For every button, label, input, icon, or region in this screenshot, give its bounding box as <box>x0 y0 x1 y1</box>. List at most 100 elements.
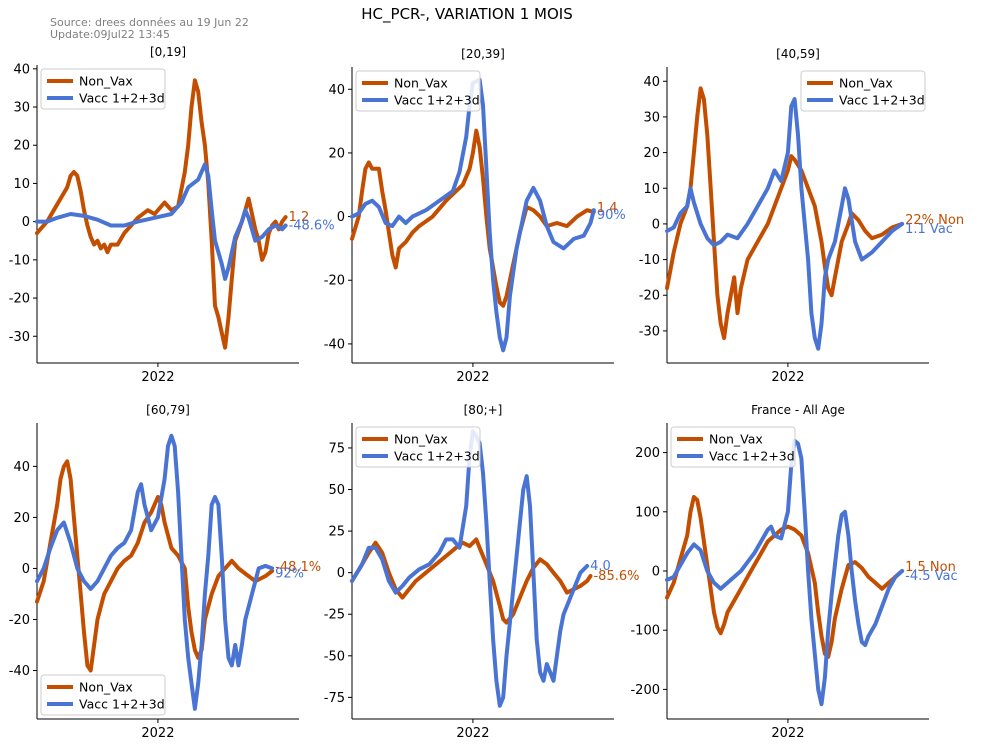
series-line-non_vax <box>350 128 596 308</box>
y-tick-label: 30 <box>13 101 30 116</box>
panel-title: [20,39] <box>461 47 505 61</box>
end-label-vacc: 4.0 <box>590 559 611 574</box>
y-tick-label: -30 <box>9 330 30 345</box>
chart-panel-5: [80;+] -75 -50 -25 0 25 50 75 2022 -85.6%4.0 Non_V… <box>324 403 640 741</box>
end-label-vacc: 1.1 Vac <box>905 222 953 237</box>
y-tick-label: 40 <box>13 460 30 475</box>
legend: Non_Vax Vacc 1+2+3d <box>40 68 166 110</box>
y-tick-label: 20 <box>13 139 30 154</box>
legend-label-non_vax: Non_Vax <box>839 76 893 91</box>
legend: Non_Vax Vacc 1+2+3d <box>40 674 166 716</box>
x-tick-label: 2022 <box>771 726 804 741</box>
panel-title: France - All Age <box>751 403 845 417</box>
end-label-vacc: -4.5 Vac <box>905 569 958 584</box>
x-tick-label: 2022 <box>141 726 174 741</box>
y-tick-label: 100 <box>635 505 660 520</box>
legend-label-non_vax: Non_Vax <box>79 680 133 695</box>
legend-label-vacc: Vacc 1+2+3d <box>79 697 165 712</box>
y-tick-label: -75 <box>324 691 345 706</box>
legend-label-vacc: Vacc 1+2+3d <box>79 91 165 106</box>
series-line-vacc <box>350 429 590 708</box>
series-line-vacc <box>665 438 905 707</box>
legend-label-vacc: Vacc 1+2+3d <box>394 449 480 464</box>
legend-label-non_vax: Non_Vax <box>394 432 448 447</box>
y-tick-label: 20 <box>328 146 345 161</box>
end-label-vacc: 90% <box>597 208 626 223</box>
y-tick-label: 30 <box>643 110 660 125</box>
end-label-non_vax: 1.2 <box>289 210 310 225</box>
series-line-vacc <box>35 162 288 281</box>
legend-label-vacc: Vacc 1+2+3d <box>839 93 925 108</box>
y-tick-label: 50 <box>328 483 345 498</box>
y-tick-label: 0 <box>652 217 660 232</box>
chart-panel-2: [20,39] -40 -20 0 20 40 2022 1.490% Non_Vax Vacc … <box>324 47 626 385</box>
series-line-vacc <box>35 433 275 711</box>
y-tick-label: -200 <box>630 683 660 698</box>
chart-panel-1: [0,19] -30 -20 -10 0 10 20 30 40 2022 1.2-48.6% Non… <box>9 45 335 385</box>
y-tick-label: 20 <box>13 511 30 526</box>
end-label-non_vax: -48.1% <box>275 560 321 575</box>
panel-title: [60,79] <box>146 403 190 417</box>
series-line-vacc <box>665 97 905 351</box>
y-tick-label: -20 <box>639 289 660 304</box>
figure-title: HC_PCR-, VARIATION 1 MOIS <box>361 5 572 24</box>
legend: Non_Vax Vacc 1+2+3d <box>800 70 926 112</box>
legend-label-non_vax: Non_Vax <box>394 76 448 91</box>
y-tick-label: -20 <box>9 292 30 307</box>
panel-title: [0,19] <box>150 45 186 59</box>
y-tick-label: -100 <box>630 624 660 639</box>
y-tick-label: 75 <box>328 441 345 456</box>
x-tick-label: 2022 <box>141 370 174 385</box>
legend-label-vacc: Vacc 1+2+3d <box>394 93 480 108</box>
panel-title: [80;+] <box>464 403 503 417</box>
y-tick-label: -10 <box>9 253 30 268</box>
series-line-non_vax <box>350 537 593 625</box>
series-line-non_vax <box>665 86 905 340</box>
y-tick-label: 40 <box>328 83 345 98</box>
end-label-vacc: -48.6% <box>289 218 335 233</box>
y-tick-label: -10 <box>639 253 660 268</box>
y-tick-label: -50 <box>324 649 345 664</box>
chart-panel-6: France - All Age -200 -100 0 100 200 2022 1.5 N… <box>630 403 957 741</box>
y-tick-label: 0 <box>337 210 345 225</box>
y-tick-label: -20 <box>324 274 345 289</box>
legend: Non_Vax Vacc 1+2+3d <box>355 70 481 112</box>
y-tick-label: 200 <box>635 446 660 461</box>
legend-label-non_vax: Non_Vax <box>709 432 763 447</box>
y-tick-label: 0 <box>22 562 30 577</box>
y-tick-label: -20 <box>9 613 30 628</box>
source-text: Source: drees données au 19 Jun 22 <box>50 16 249 29</box>
y-tick-label: 40 <box>643 75 660 90</box>
y-tick-label: -25 <box>324 608 345 623</box>
legend: Non_Vax Vacc 1+2+3d <box>355 426 481 468</box>
series-line-non_vax <box>35 459 275 673</box>
end-label-non_vax: 1.5 Non <box>905 560 956 575</box>
y-tick-label: 0 <box>337 566 345 581</box>
end-label-non_vax: 22% Non <box>905 213 964 228</box>
x-tick-label: 2022 <box>771 370 804 385</box>
y-tick-label: -40 <box>324 337 345 352</box>
panel-title: [40,59] <box>776 47 820 61</box>
legend-label-non_vax: Non_Vax <box>79 74 133 89</box>
end-label-vacc: 92% <box>275 566 304 581</box>
end-label-non_vax: 1.4 <box>597 201 618 216</box>
y-tick-label: 40 <box>13 62 30 77</box>
chart-panel-3: [40,59] -30 -20 -10 0 10 20 30 40 2022 22% Non1.1 … <box>639 47 964 385</box>
y-tick-label: -30 <box>639 324 660 339</box>
x-tick-label: 2022 <box>456 370 489 385</box>
chart-grid: [0,19]-30-20-1001020304020221.2-48.6%Non… <box>9 45 964 741</box>
end-label-non_vax: -85.6% <box>593 569 639 584</box>
legend: Non_Vax Vacc 1+2+3d <box>670 426 796 468</box>
y-tick-label: 10 <box>13 177 30 192</box>
y-tick-label: 10 <box>643 182 660 197</box>
y-tick-label: -40 <box>9 664 30 679</box>
legend-label-vacc: Vacc 1+2+3d <box>709 449 795 464</box>
chart-panel-4: [60,79] -40 -20 0 20 40 2022 -48.1%92% Non_Vax Va… <box>9 403 321 741</box>
y-tick-label: 0 <box>22 215 30 230</box>
x-tick-label: 2022 <box>456 726 489 741</box>
y-tick-label: 0 <box>652 565 660 580</box>
update-text: Update:09Jul22 13:45 <box>50 28 170 41</box>
y-tick-label: 20 <box>643 146 660 161</box>
y-tick-label: 25 <box>328 525 345 540</box>
